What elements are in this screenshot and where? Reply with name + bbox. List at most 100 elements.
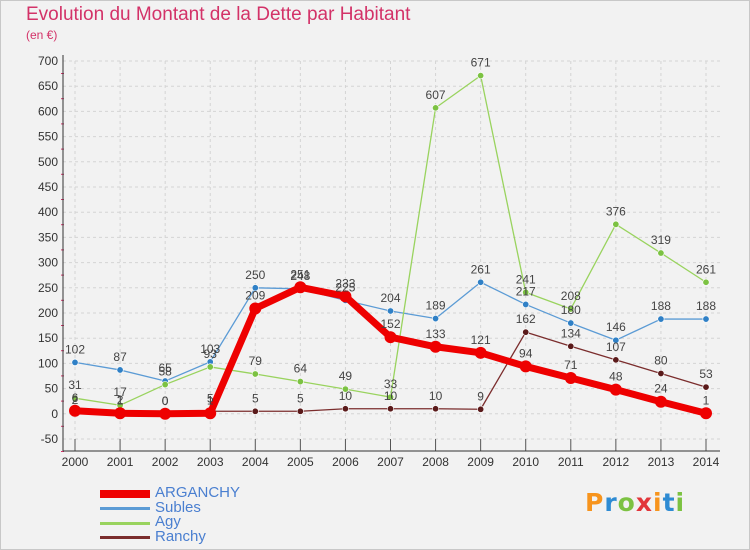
data-label-agy: 49 <box>339 369 353 383</box>
data-label-arganchy: 71 <box>564 358 578 372</box>
data-label-agy: 376 <box>606 204 626 218</box>
data-point-arganchy <box>609 383 622 396</box>
legend-item-ranchy: Ranchy <box>100 527 300 545</box>
data-point-ranchy <box>477 405 485 413</box>
x-tick-label: 2005 <box>287 455 314 469</box>
data-point-arganchy <box>474 346 487 359</box>
legend-item-subles: Subles <box>100 499 300 516</box>
data-label-agy: 58 <box>158 365 172 379</box>
data-label-subles: 180 <box>561 303 581 317</box>
data-point-arganchy <box>700 407 712 420</box>
y-tick-label: 700 <box>38 54 58 68</box>
x-tick-label: 2004 <box>242 455 269 469</box>
data-label-ranchy: 107 <box>606 340 626 354</box>
y-tick-label: 200 <box>38 306 58 320</box>
data-label-ranchy: 5 <box>252 391 259 405</box>
data-label-ranchy: 80 <box>654 353 668 367</box>
data-point-arganchy <box>294 281 307 294</box>
y-tick-label: 500 <box>38 155 58 169</box>
legend-label: Ranchy <box>155 527 206 545</box>
data-point-subles <box>432 315 440 323</box>
x-tick-label: 2013 <box>648 455 675 469</box>
series-layer <box>69 72 712 420</box>
data-point-subles <box>522 300 530 308</box>
data-label-subles: 87 <box>113 350 127 364</box>
logo-letter: o <box>617 488 636 517</box>
data-point-agy <box>161 381 169 389</box>
data-label-agy: 93 <box>204 347 218 361</box>
data-label-ranchy: 5 <box>207 391 214 405</box>
data-label-agy: 261 <box>696 262 716 276</box>
data-point-agy <box>567 305 575 313</box>
data-label-subles: 250 <box>245 268 265 282</box>
data-point-agy <box>702 278 710 286</box>
data-label-arganchy: 152 <box>380 317 400 331</box>
data-label-arganchy: 48 <box>609 370 623 384</box>
data-point-arganchy <box>564 372 577 385</box>
data-label-arganchy: 133 <box>426 327 446 341</box>
data-point-ranchy <box>432 405 440 413</box>
x-tick-label: 2001 <box>107 455 134 469</box>
data-label-subles: 248 <box>290 269 310 283</box>
logo-letter: P <box>585 488 605 517</box>
data-label-agy: 64 <box>294 362 308 376</box>
y-tick-label: 250 <box>38 281 58 295</box>
legend-item-agy: Agy <box>100 513 300 530</box>
data-point-ranchy <box>567 342 575 350</box>
data-label-ranchy: 2 <box>117 393 124 407</box>
data-label-subles: 188 <box>651 299 671 313</box>
legend: ARGANCHY Subles Agy Ranchy <box>100 484 300 545</box>
legend-swatch <box>100 536 150 539</box>
y-tick-label: 300 <box>38 256 58 270</box>
data-label-arganchy: 94 <box>519 346 533 360</box>
data-label-ranchy: 134 <box>561 326 581 340</box>
x-tick-label: 2011 <box>558 455 584 469</box>
data-point-agy <box>71 394 79 402</box>
data-label-agy: 319 <box>651 233 671 247</box>
data-label-subles: 103 <box>200 342 220 356</box>
data-point-subles <box>71 358 79 366</box>
data-label-agy: 208 <box>561 289 581 303</box>
axis-layer: -500501001502002503003504004505005506006… <box>38 54 720 469</box>
x-tick-label: 2008 <box>422 455 449 469</box>
data-point-subles <box>567 319 575 327</box>
data-point-ranchy <box>612 356 620 364</box>
data-point-arganchy <box>69 404 81 417</box>
data-label-subles: 189 <box>426 299 446 313</box>
data-label-ranchy: 10 <box>429 389 443 403</box>
data-point-subles <box>386 307 394 315</box>
legend-label: Agy <box>155 513 181 530</box>
logo-letter: x <box>635 488 653 517</box>
data-label-arganchy: 24 <box>654 382 668 396</box>
data-label-subles: 204 <box>380 291 400 305</box>
data-point-arganchy <box>519 360 532 373</box>
data-point-subles <box>251 284 259 292</box>
data-label-subles: 261 <box>471 262 491 276</box>
legend-swatch <box>100 490 150 498</box>
data-point-arganchy <box>384 331 397 344</box>
legend-item-arganchy: ARGANCHY <box>100 484 300 501</box>
data-label-subles: 65 <box>158 361 172 375</box>
x-tick-label: 2009 <box>467 455 494 469</box>
y-tick-label: 100 <box>38 356 58 370</box>
data-label-arganchy: 1 <box>207 393 214 407</box>
data-label-ranchy: 10 <box>339 389 353 403</box>
data-label-ranchy: 0 <box>162 394 169 408</box>
data-point-subles <box>612 336 620 344</box>
data-point-agy <box>432 104 440 112</box>
y-tick-label: 150 <box>38 331 58 345</box>
data-label-arganchy: 6 <box>72 391 79 405</box>
data-label-agy: 671 <box>471 56 491 70</box>
x-tick-label: 2014 <box>693 455 720 469</box>
data-point-agy <box>386 393 394 401</box>
data-point-arganchy <box>339 290 352 303</box>
data-point-ranchy <box>251 407 259 415</box>
data-label-arganchy: 251 <box>290 267 310 281</box>
data-label-ranchy: 10 <box>384 389 398 403</box>
data-label-arganchy: 1 <box>117 393 124 407</box>
logo-letter: r <box>604 488 618 517</box>
y-tick-label: 600 <box>38 104 58 118</box>
data-point-agy <box>296 378 304 386</box>
y-tick-label: 450 <box>38 180 58 194</box>
